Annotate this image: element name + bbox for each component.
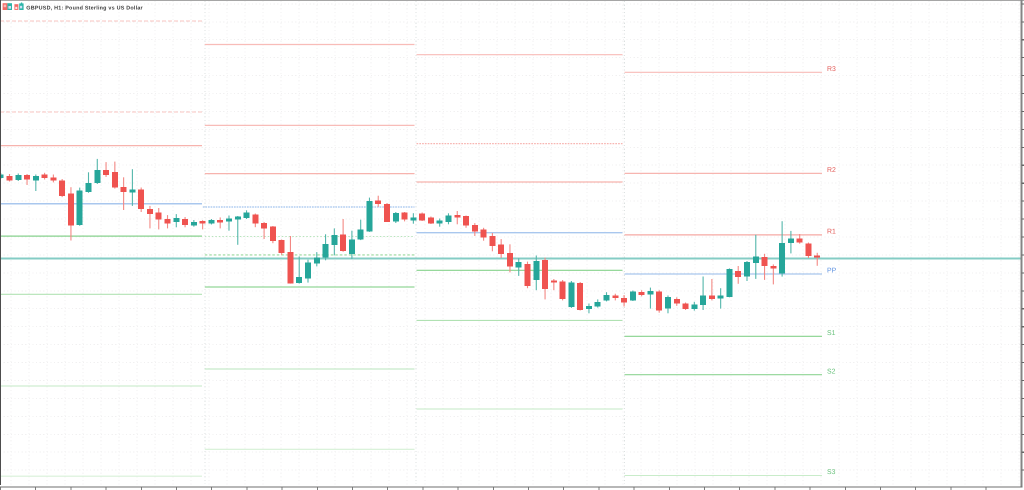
svg-text:R3: R3 bbox=[827, 65, 836, 73]
svg-text:R2: R2 bbox=[827, 166, 836, 174]
svg-text:PP: PP bbox=[827, 267, 836, 275]
svg-text:S1: S1 bbox=[827, 329, 835, 337]
svg-text:GBPUSD, H1: Pound Sterling vs: GBPUSD, H1: Pound Sterling vs US Dollar bbox=[26, 5, 143, 11]
svg-text:S3: S3 bbox=[827, 468, 836, 476]
svg-text:R1: R1 bbox=[827, 228, 836, 236]
svg-text:S2: S2 bbox=[827, 367, 835, 375]
